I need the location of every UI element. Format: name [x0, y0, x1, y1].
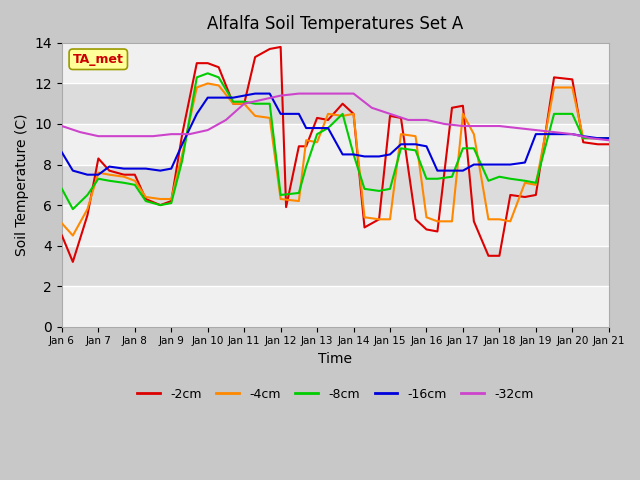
Title: Alfalfa Soil Temperatures Set A: Alfalfa Soil Temperatures Set A — [207, 15, 463, 33]
Bar — [62, 165, 609, 205]
Bar — [62, 205, 609, 246]
Bar — [62, 43, 609, 84]
Bar — [62, 84, 609, 124]
X-axis label: Time: Time — [318, 352, 353, 366]
Text: TA_met: TA_met — [73, 53, 124, 66]
Legend: -2cm, -4cm, -8cm, -16cm, -32cm: -2cm, -4cm, -8cm, -16cm, -32cm — [132, 383, 538, 406]
Bar — [62, 124, 609, 165]
Bar — [62, 286, 609, 327]
Bar — [62, 246, 609, 286]
Y-axis label: Soil Temperature (C): Soil Temperature (C) — [15, 114, 29, 256]
